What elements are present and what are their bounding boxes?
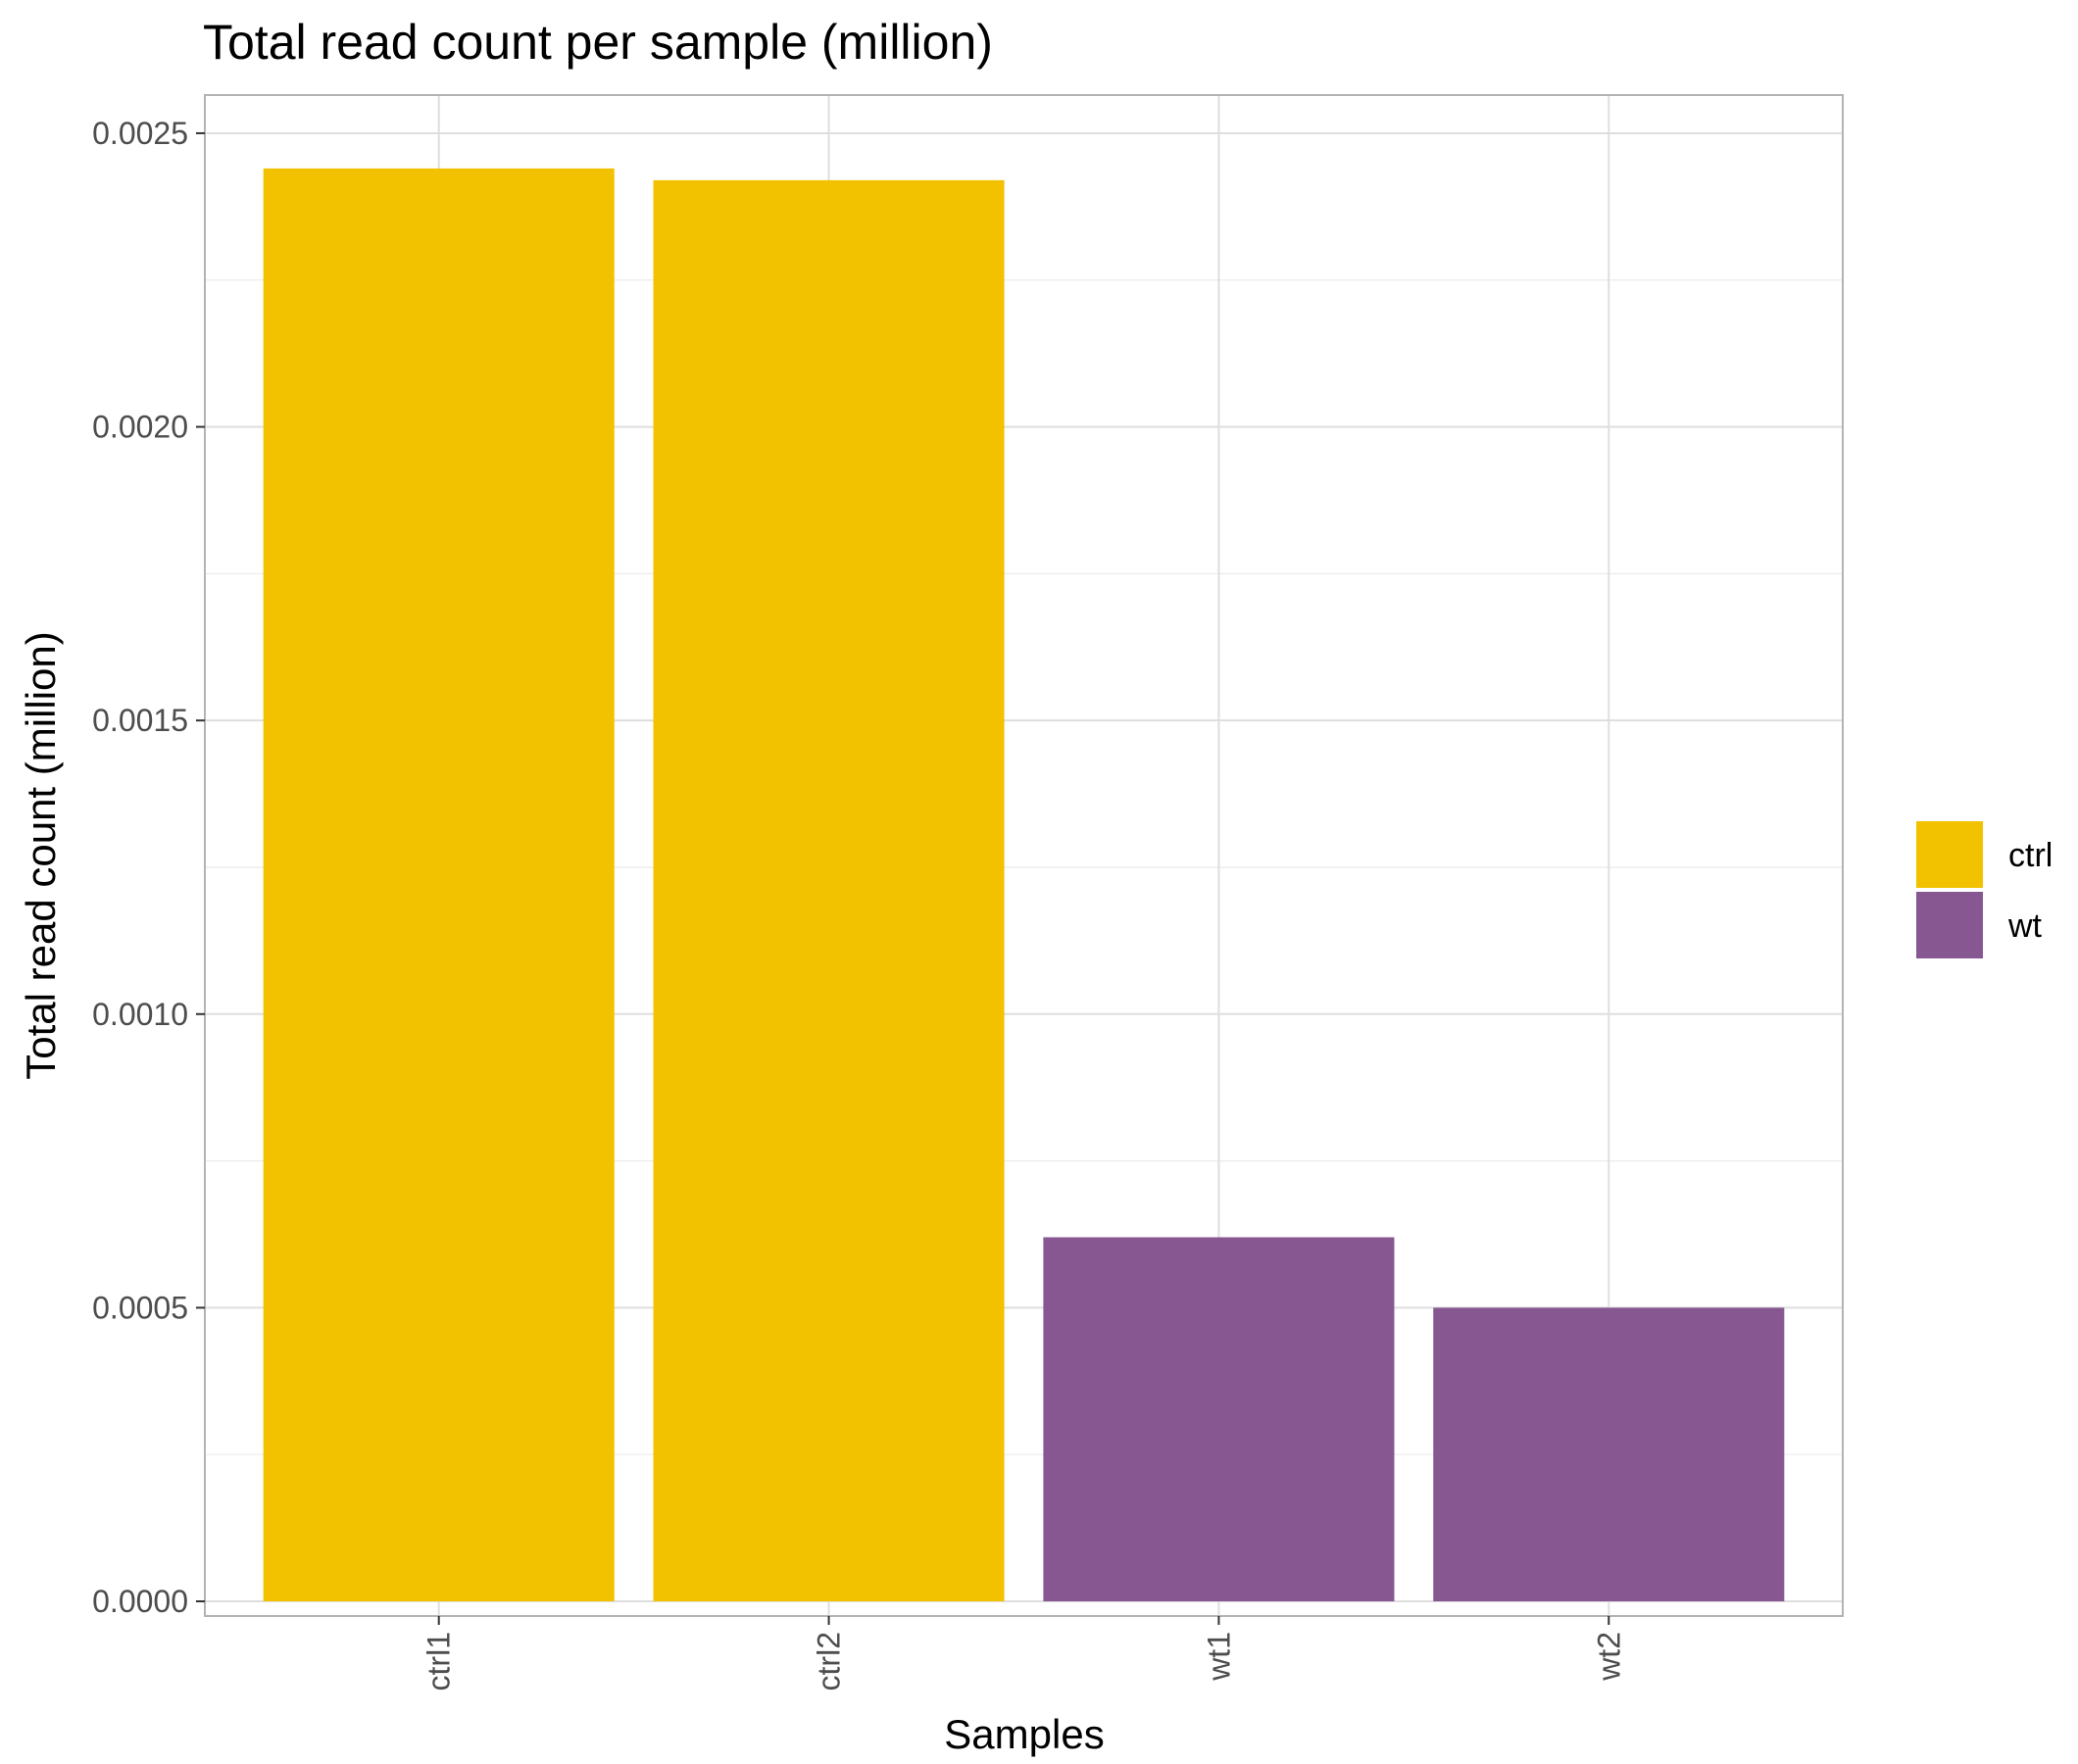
x-tick-label-ctrl2: ctrl2 [812,1632,847,1690]
bars [263,168,1785,1602]
x-tick-label-ctrl1: ctrl1 [421,1632,457,1690]
plot-panel-border [204,94,1844,1617]
x-axis-title: Samples [944,1711,1104,1757]
legend-label-wt: wt [2007,907,2043,945]
bar-ctrl1 [263,168,615,1602]
y-tick-label: 0.0020 [92,410,188,445]
y-tick-label: 0.0015 [92,703,188,738]
y-tick-label: 0.0000 [92,1584,188,1619]
legend-key-wt [1916,892,1983,958]
legend-key-ctrl [1916,821,1983,888]
bar-wt2 [1433,1307,1785,1602]
y-tick-label: 0.0025 [92,116,188,151]
legend: ctrl wt [1916,821,2053,958]
x-tick-label-wt1: wt1 [1201,1632,1236,1682]
y-axis-title: Total read count (million) [18,631,64,1080]
bar-ctrl2 [653,179,1005,1602]
chart-title: Total read count per sample (million) [203,15,993,70]
y-tick-label: 0.0010 [92,997,188,1032]
x-tick-label-wt2: wt2 [1591,1632,1626,1682]
legend-label-ctrl: ctrl [2008,837,2053,874]
x-axis: ctrl1 ctrl2 wt1 wt2 [421,1616,1626,1690]
y-axis: 0.0000 0.0005 0.0010 0.0015 0.0020 0.0025 [92,116,205,1619]
bar-wt1 [1043,1237,1395,1602]
y-tick-label: 0.0005 [92,1290,188,1325]
